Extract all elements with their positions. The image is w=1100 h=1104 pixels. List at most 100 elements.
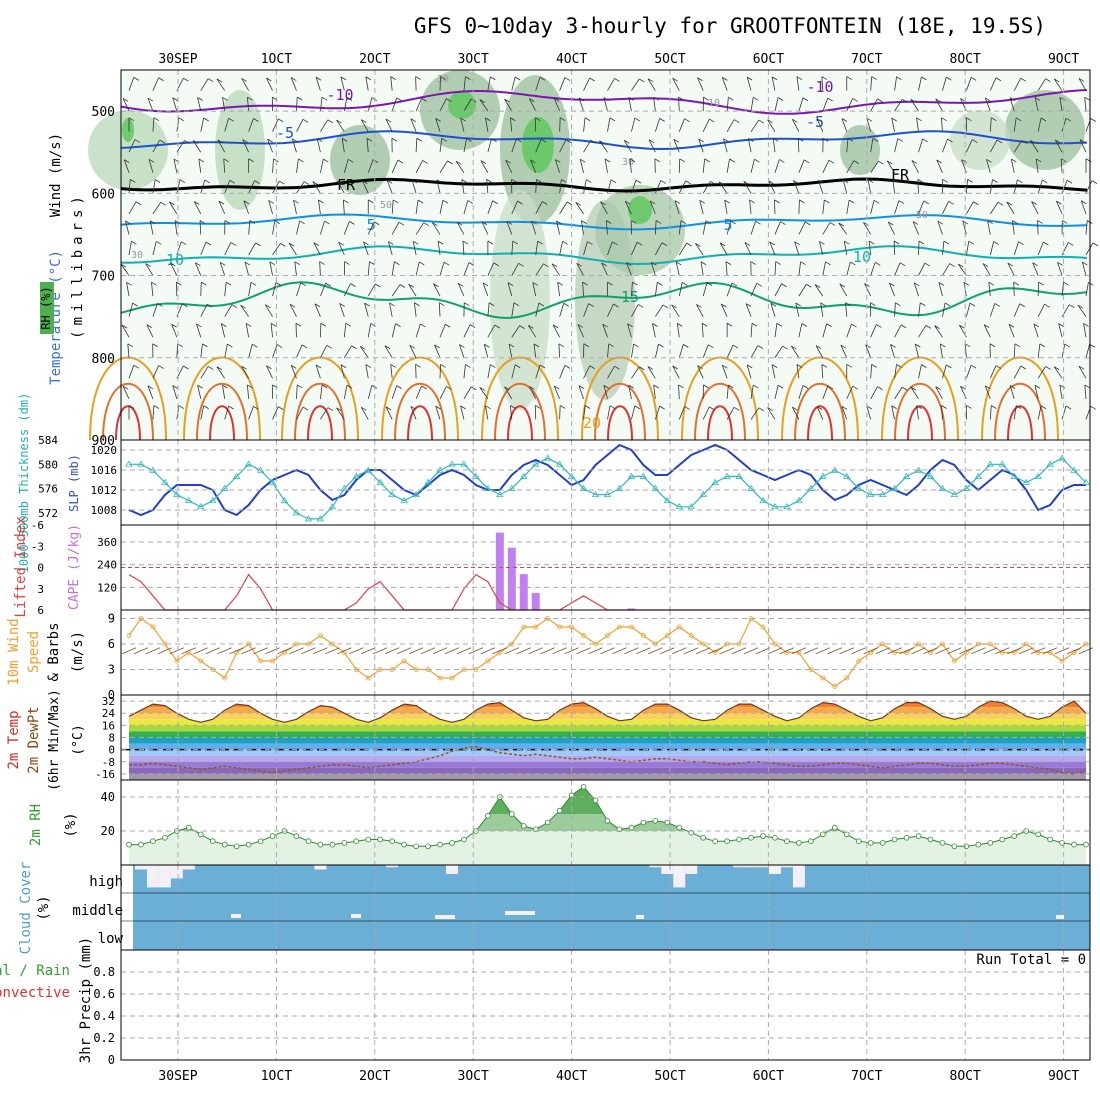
- wind10m-barb: [325, 648, 339, 654]
- wind10m-barb: [852, 648, 866, 654]
- cloud-level-middle: middle: [72, 903, 123, 919]
- contour-label: 50: [380, 200, 392, 211]
- date-label-bottom: 8OCT: [950, 1069, 981, 1084]
- date-label-top: 30SEP: [158, 52, 197, 67]
- cloud-middle-gap: [1056, 915, 1064, 919]
- rh-marker: [234, 844, 239, 849]
- contour-label: 20: [583, 414, 601, 432]
- rh-marker: [545, 820, 550, 825]
- cloud-high-gap: [159, 865, 171, 887]
- cloud-high-gap: [314, 865, 326, 869]
- temp-tick: 0: [108, 744, 115, 757]
- wind10m-barb: [1079, 648, 1093, 654]
- wind10m-label-3: & Barbs: [46, 622, 62, 681]
- rh-marker: [653, 818, 658, 823]
- rh-marker: [844, 832, 849, 837]
- slp-tick: 1008: [91, 504, 118, 517]
- wind10m-barb: [373, 648, 387, 654]
- wind10m-barb: [122, 648, 136, 654]
- rh2m-panel-labels: 2m RH (%): [28, 804, 79, 846]
- rh-high-shade: [122, 118, 134, 142]
- rh-marker: [294, 834, 299, 839]
- wind-tick: 9: [108, 612, 115, 626]
- cape-panel-labels: Lifted Index CAPE (J/kg): [13, 516, 82, 617]
- wind10m-barb: [947, 648, 961, 654]
- rh-marker: [832, 825, 837, 830]
- wind10m-barb: [397, 648, 411, 654]
- wind10m-barb: [469, 648, 483, 654]
- wind10m-barb: [912, 648, 926, 654]
- rh-marker: [521, 824, 526, 829]
- pressure-tick: 700: [92, 270, 115, 285]
- cape-tick: 240: [97, 559, 117, 572]
- cloud-high-gap: [183, 865, 195, 869]
- wind10m-barb: [1019, 648, 1033, 654]
- wind10m-unit: (m/s): [70, 631, 86, 673]
- wind10m-barb: [445, 648, 459, 654]
- cloud-high-gap: [135, 865, 147, 869]
- thickness-tick: 572: [38, 507, 58, 520]
- temp2m-label-2: 2m DewPt: [26, 706, 42, 773]
- contour-label: 50: [916, 210, 928, 221]
- temp-tick: 8: [108, 732, 115, 745]
- rh-marker: [127, 842, 132, 847]
- rh-marker: [162, 835, 167, 840]
- date-label-bottom: 1OCT: [261, 1069, 292, 1084]
- rh-marker: [713, 839, 718, 844]
- wind10m-barb: [529, 648, 543, 654]
- upper-label-wind: Wind (m/s): [48, 133, 64, 217]
- wind10m-barb: [636, 648, 650, 654]
- li-tick: 0: [37, 562, 44, 575]
- cloud-panel-labels: Cloud Cover (%) high middle low: [18, 862, 124, 955]
- date-label-top: 3OCT: [458, 52, 489, 67]
- pressure-tick: 500: [92, 105, 115, 120]
- rh-marker: [988, 841, 993, 846]
- date-label-bottom: 6OCT: [753, 1069, 784, 1084]
- temp-band: [121, 774, 1090, 780]
- rh-marker: [366, 837, 371, 842]
- rh-marker: [258, 839, 263, 844]
- rh-marker: [677, 825, 682, 830]
- wind10m-barb: [505, 648, 519, 654]
- cape-label-li: Lifted Index: [13, 516, 29, 617]
- contour-label: FR: [891, 166, 910, 184]
- rh-marker: [426, 844, 431, 849]
- rh-marker: [976, 842, 981, 847]
- rh-marker: [198, 832, 203, 837]
- wind10m-barb: [313, 648, 327, 654]
- cloud-middle-gap: [505, 911, 535, 915]
- pressure-tick: 600: [92, 187, 115, 202]
- wind10m-barb: [517, 648, 531, 654]
- date-label-top: 6OCT: [753, 52, 784, 67]
- wind10m-barb: [983, 648, 997, 654]
- date-label-top: 7OCT: [851, 52, 882, 67]
- temp-band: [121, 738, 1090, 744]
- rh-marker: [605, 818, 610, 823]
- rh-high-shade: [448, 91, 476, 119]
- wind-speed-line: [129, 619, 1086, 687]
- date-label-bottom: 30SEP: [158, 1069, 197, 1084]
- thickness-tick: 580: [38, 458, 58, 471]
- rh-marker: [222, 842, 227, 847]
- rh-shade: [950, 110, 1010, 170]
- cloud-high-gap: [147, 865, 159, 887]
- wind10m-label-1: 10m Wind: [6, 618, 22, 685]
- wind10m-barb: [816, 648, 830, 654]
- wind10m-barb: [541, 648, 555, 654]
- contour-label: 10: [853, 248, 871, 266]
- date-label-top: 1OCT: [261, 52, 292, 67]
- cloud-middle-gap: [435, 915, 455, 919]
- wind10m-barb: [457, 648, 471, 654]
- wind-barb-flag: [1091, 406, 1096, 409]
- wind10m-barb: [289, 648, 303, 654]
- wind10m-label-2: Speed: [26, 631, 42, 673]
- slp-tick: 1012: [91, 484, 118, 497]
- rh-marker: [581, 784, 586, 789]
- wind10m-barb: [720, 648, 734, 654]
- rh-marker: [904, 835, 909, 840]
- temp2m-panel-labels: 2m Temp 2m DewPt (6hr Min/Max) (°C): [6, 689, 86, 791]
- rh-marker: [892, 837, 897, 842]
- date-label-top: 8OCT: [950, 52, 981, 67]
- cloud-high-gap: [673, 865, 685, 887]
- precip-run-total: Run Total = 0: [976, 952, 1086, 968]
